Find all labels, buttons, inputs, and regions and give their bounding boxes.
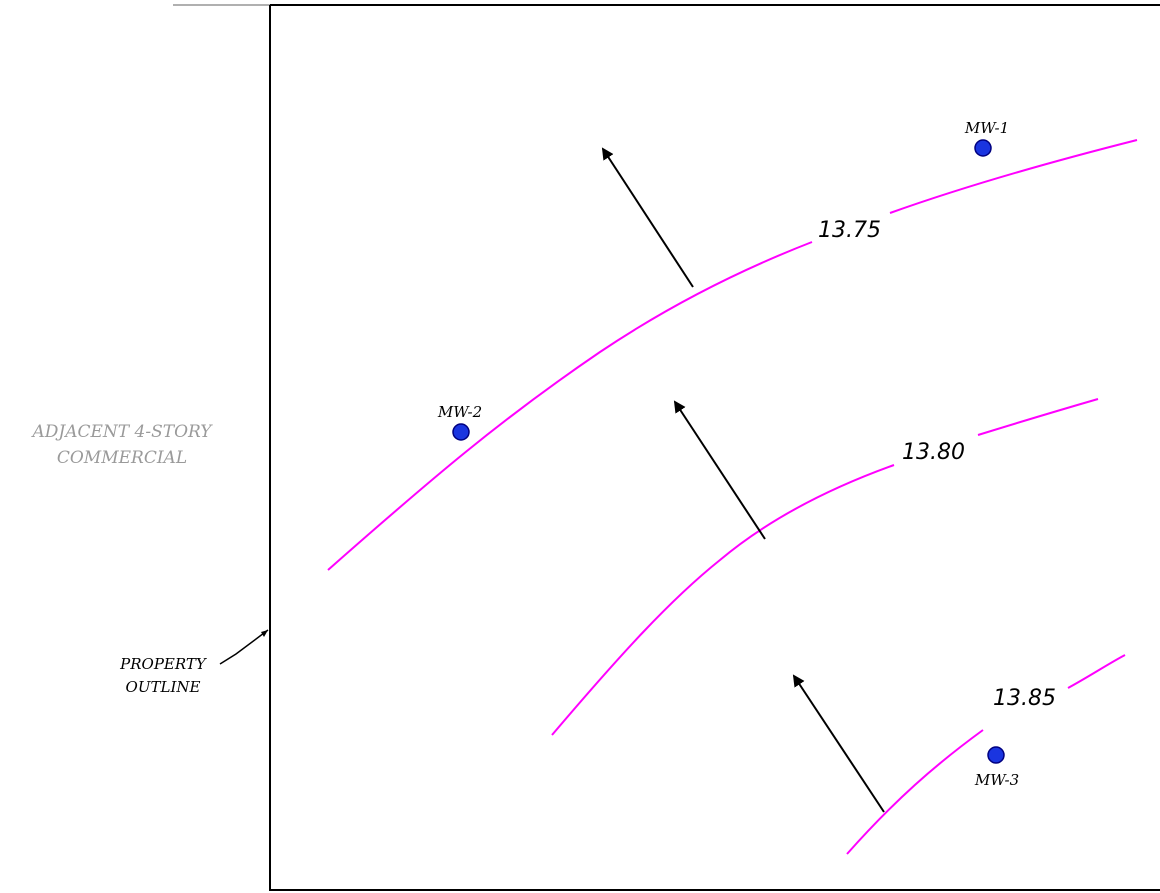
- property-outline-label-line2: OUTLINE: [126, 678, 201, 696]
- flow-arrow-3: [792, 674, 885, 813]
- contour-line-13-85-b: [1067, 654, 1126, 689]
- well-label-mw-1: MW-1: [964, 119, 1009, 137]
- contour-line-13-85-a: [846, 729, 984, 855]
- flow-arrow-1: [601, 147, 694, 288]
- contour-line-13-75-b: [889, 139, 1138, 214]
- well-marker-icon: [452, 423, 470, 441]
- contour-label-13-75: 13.75: [818, 218, 881, 243]
- contour-line-13-80-a: [551, 464, 895, 736]
- property-outline: [269, 4, 1160, 891]
- adjacent-label-line1: ADJACENT 4-STORY: [30, 422, 213, 442]
- well-marker-icon: [987, 746, 1005, 764]
- well-mw-3: MW-3: [974, 746, 1019, 789]
- well-label-mw-3: MW-3: [974, 771, 1019, 789]
- contour-label-13-85: 13.85: [993, 686, 1056, 711]
- property-outline-label-line1: PROPERTY: [119, 655, 208, 673]
- contour-line-13-75-a: [327, 241, 813, 571]
- adjacent-label-line2: COMMERCIAL: [57, 448, 187, 468]
- well-mw-1: MW-1: [964, 119, 1009, 157]
- well-label-mw-2: MW-2: [437, 403, 482, 421]
- well-mw-2: MW-2: [437, 403, 482, 441]
- contour-label-13-80: 13.80: [902, 440, 965, 465]
- property-leader-arrowhead: [261, 630, 268, 637]
- contour-line-13-80-b: [977, 398, 1099, 436]
- well-marker-icon: [974, 139, 992, 157]
- flow-arrow-2: [673, 400, 766, 540]
- property-leader-line: [219, 629, 269, 665]
